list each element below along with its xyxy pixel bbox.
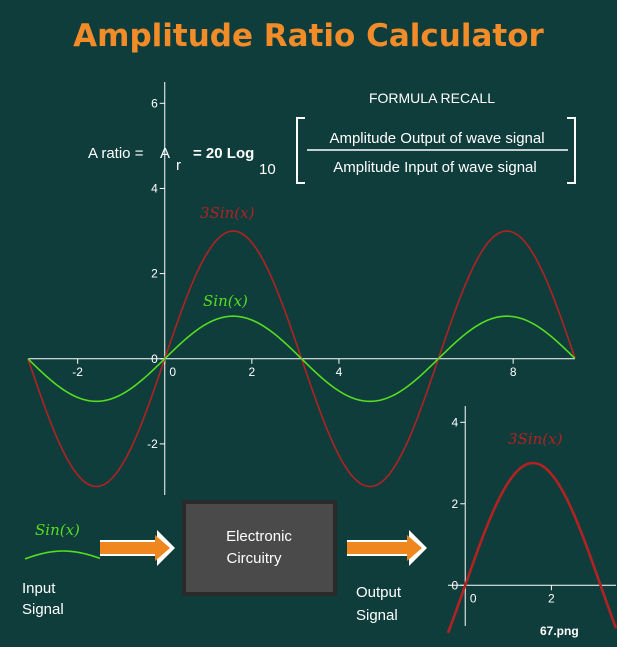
y-tick-label: 6 (151, 96, 158, 110)
input-label-line1: Input (22, 580, 56, 597)
box-label-line1: Electronic (226, 528, 292, 545)
main-tick-group: -2 0 2 4 8 -2 0 2 4 6 (72, 96, 517, 451)
output-arrow (347, 530, 427, 566)
block-diagram: Sin(x) Input Signal Electronic Circuitry… (22, 500, 427, 624)
page-title: Amplitude Ratio Calculator (73, 18, 544, 54)
formula-eq: = 20 Log (193, 145, 254, 162)
x-tick-label: 4 (336, 365, 343, 379)
input-label-line2: Signal (22, 601, 64, 618)
x-tick-label: 0 (169, 365, 176, 379)
y-tick-label: 4 (151, 181, 158, 195)
y-tick-label: 0 (151, 352, 158, 366)
formula-numerator: Amplitude Output of wave signal (329, 130, 544, 147)
x-tick-label: 0 (470, 591, 477, 605)
output-series-label: 3Sin(x) (508, 430, 563, 448)
y-tick-label: 2 (452, 497, 459, 511)
formula-lhs-b: A (160, 145, 170, 162)
input-arrow (100, 530, 175, 566)
formula-heading: FORMULA RECALL (369, 90, 495, 106)
x-tick-label: 2 (249, 365, 256, 379)
formula-block: FORMULA RECALL A ratio = A r = 20 Log 10… (88, 90, 576, 184)
formula-lhs-sub: r (176, 157, 181, 174)
formula-log-sub: 10 (259, 161, 276, 178)
y-tick-label: 4 (452, 415, 459, 429)
box-label-line2: Circuitry (227, 550, 282, 567)
input-curve-label: Sin(x) (35, 521, 80, 539)
output-series-line (446, 461, 617, 634)
main-chart: -2 0 2 4 8 -2 0 2 4 6 3Sin(x) Sin(x) (27, 82, 576, 495)
output-label-line1: Output (356, 584, 402, 601)
formula-denominator: Amplitude Input of wave signal (333, 159, 536, 176)
right-bracket (567, 117, 576, 184)
x-tick-label: -2 (72, 365, 83, 379)
formula-lhs-a: A ratio = (88, 145, 144, 162)
x-tick-label: 2 (548, 591, 555, 605)
left-bracket (296, 117, 305, 184)
y-tick-label: -2 (147, 437, 158, 451)
electronic-circuitry-box: Electronic Circuitry (182, 500, 337, 596)
input-signal-curve (24, 550, 101, 560)
series-sinx-line (27, 315, 576, 403)
output-label-line2: Signal (356, 607, 398, 624)
y-tick-label: 0 (452, 578, 459, 592)
filename-label: 67.png (540, 624, 579, 638)
output-chart: 0 2 0 2 4 3Sin(x) (446, 406, 617, 634)
series-sinx-label: Sin(x) (203, 292, 248, 310)
series-3sinx-label: 3Sin(x) (200, 204, 255, 222)
y-tick-label: 2 (151, 267, 158, 281)
x-tick-label: 8 (510, 365, 517, 379)
